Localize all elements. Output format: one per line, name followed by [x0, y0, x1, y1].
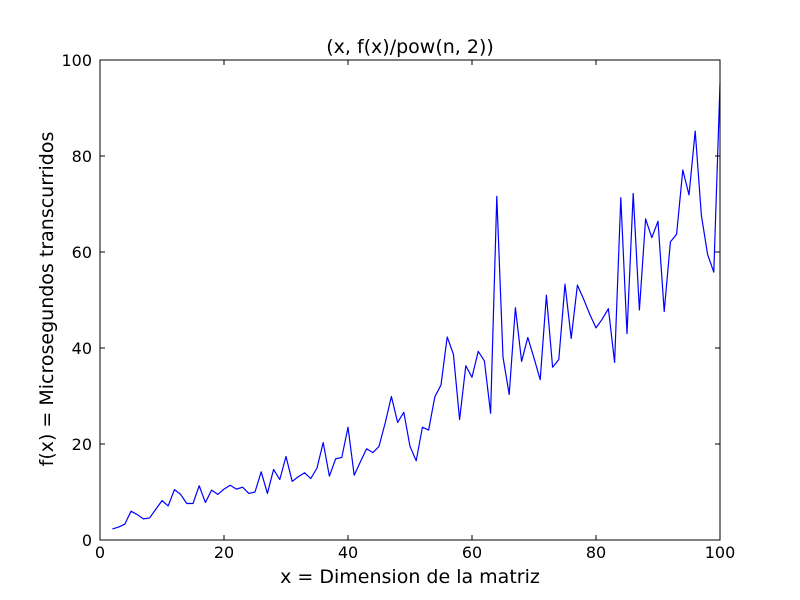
x-tick-label: 40	[338, 543, 358, 562]
y-tick-label: 80	[72, 147, 92, 166]
x-tick-label: 0	[95, 543, 105, 562]
x-tick-label: 60	[462, 543, 482, 562]
chart-title: (x, f(x)/pow(n, 2))	[326, 36, 494, 58]
y-tick-label: 60	[72, 243, 92, 262]
y-tick-label: 40	[72, 339, 92, 358]
x-tick-label: 20	[214, 543, 234, 562]
series-line-0	[112, 83, 721, 530]
y-tick-label: 100	[61, 51, 92, 70]
x-tick-label: 80	[586, 543, 606, 562]
x-axis-label: x = Dimension de la matriz	[280, 566, 540, 588]
y-axis-label: f(x) = Microsegundos transcurridos	[36, 132, 58, 467]
plot-area: 0 20 40 60 80 100 0 20 40 60 80 100	[61, 51, 735, 562]
plot-frame	[99, 59, 721, 541]
y-tick-label: 20	[72, 435, 92, 454]
y-tick-label: 0	[82, 531, 92, 550]
x-tick-label: 100	[705, 543, 736, 562]
